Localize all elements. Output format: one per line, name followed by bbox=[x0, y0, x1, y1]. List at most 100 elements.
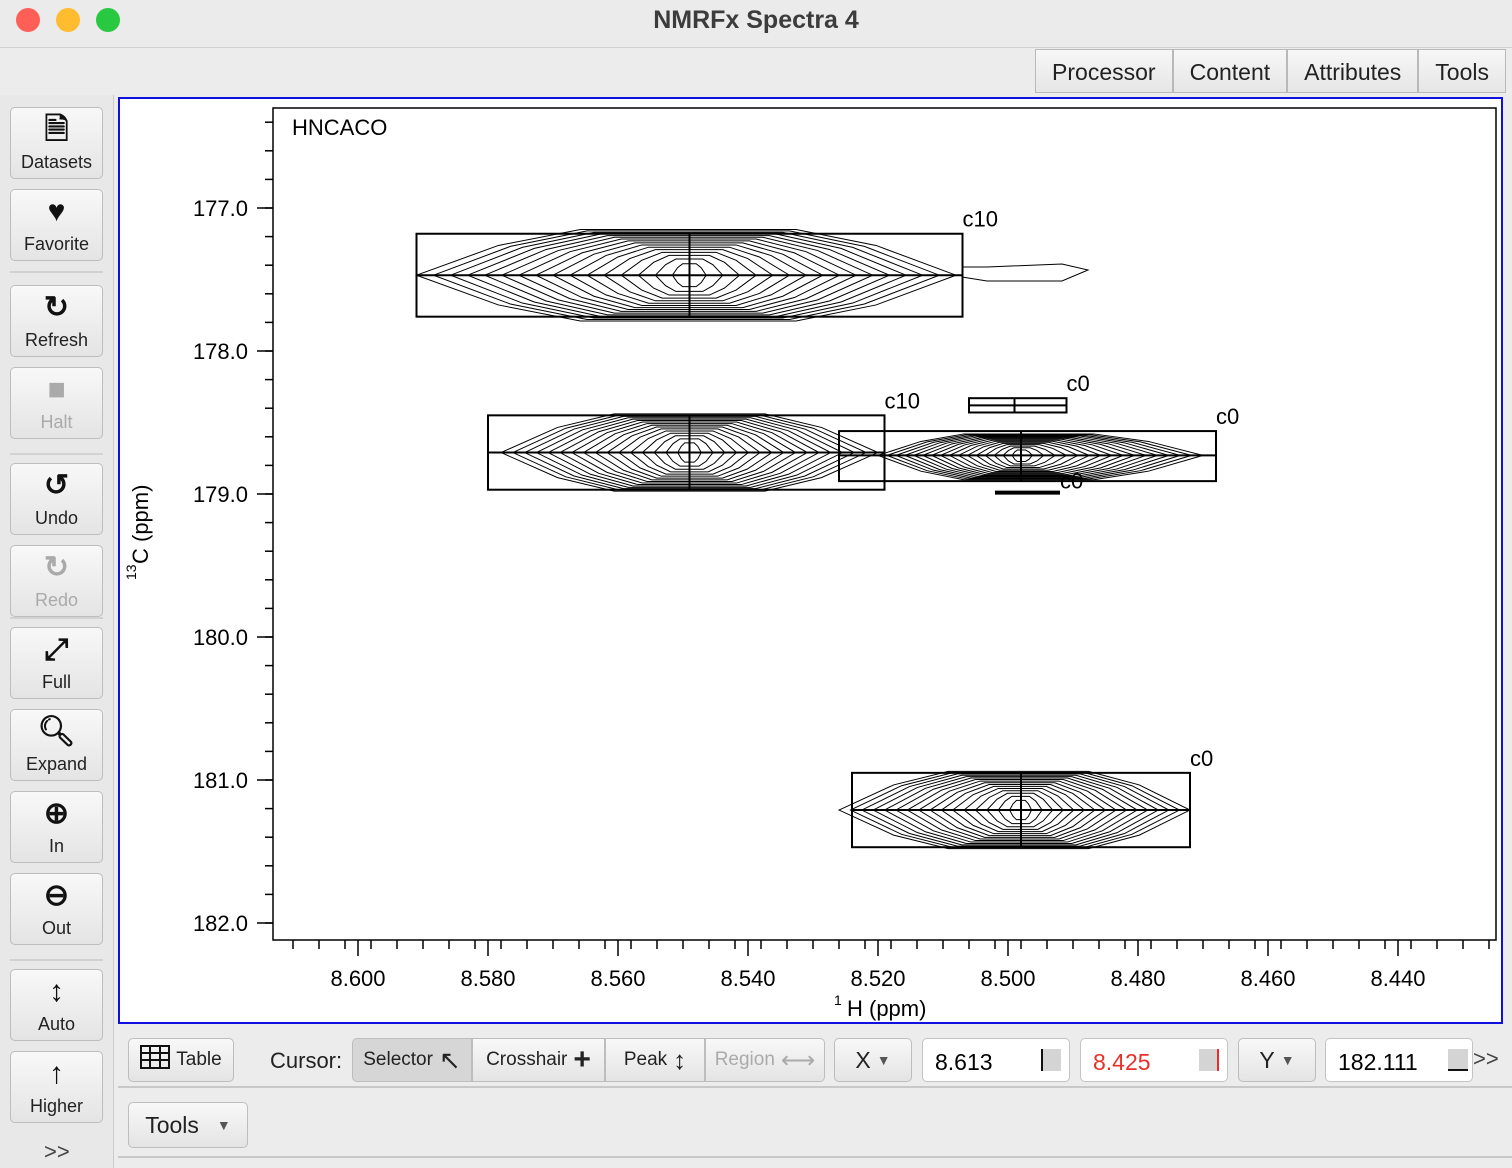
sidebar-item-in[interactable]: ⊕ In bbox=[10, 791, 103, 863]
tab-tools[interactable]: Tools bbox=[1418, 49, 1506, 93]
sidebar-item-label: In bbox=[48, 836, 64, 856]
selector-label: Selector bbox=[363, 1049, 433, 1070]
color-swatch[interactable] bbox=[1199, 1049, 1219, 1071]
divider bbox=[118, 1156, 1512, 1158]
x-tick-label: 8.500 bbox=[980, 966, 1035, 991]
sidebar-item-label: Out bbox=[41, 918, 71, 938]
spectrum-canvas[interactable]: HNCACO 8.600 8.580 8.560 8.540 8.520 8.500 8.48… bbox=[120, 99, 1501, 1022]
search-icon: 🔍︎ bbox=[37, 715, 76, 748]
expand-arrows-icon: ⤢ bbox=[44, 633, 69, 666]
sidebar-more-button[interactable]: >> bbox=[44, 1139, 70, 1164]
cursor-peak-button[interactable]: Peak ↕ bbox=[605, 1038, 705, 1082]
cursor-toolbar: Table Cursor: Selector ↖︎ Crosshair + Peak… bbox=[118, 1030, 1512, 1088]
sidebar-item-label: Halt bbox=[40, 412, 73, 432]
sidebar-item-higher[interactable]: ↑ Higher bbox=[10, 1051, 103, 1123]
tab-content[interactable]: Content bbox=[1172, 49, 1288, 93]
y-tick-label: 177.0 bbox=[193, 196, 248, 221]
sidebar-item-label: Redo bbox=[34, 590, 79, 610]
chevron-down-icon: ▼ bbox=[876, 1052, 891, 1068]
vertical-arrows-icon: ↕ bbox=[49, 975, 64, 1008]
divider bbox=[10, 617, 103, 619]
sidebar-item-datasets[interactable]: 🗎︎ Datasets bbox=[10, 107, 103, 179]
table-button[interactable]: Table bbox=[128, 1038, 234, 1082]
chevron-down-icon: ▼ bbox=[216, 1117, 231, 1133]
x-max-field[interactable]: 8.425 bbox=[1080, 1038, 1228, 1082]
arrow-up-icon: ↑ bbox=[49, 1057, 64, 1090]
file-icon: 🗎︎ bbox=[44, 113, 69, 146]
x-tick-label: 8.580 bbox=[460, 966, 515, 991]
sidebar-item-label: Auto bbox=[37, 1014, 76, 1034]
cursor-crosshair-button[interactable]: Crosshair + bbox=[472, 1038, 605, 1082]
x-tick-label: 8.440 bbox=[1370, 966, 1425, 991]
peak-label: c0 bbox=[1190, 746, 1213, 771]
y-value: 182.111 bbox=[1338, 1049, 1418, 1075]
divider bbox=[10, 959, 103, 961]
x-tick-label: 8.520 bbox=[850, 966, 905, 991]
vertical-arrow-icon: ↕ bbox=[673, 1044, 687, 1075]
sidebar-item-favorite[interactable]: ♥ Favorite bbox=[10, 189, 103, 261]
cursor-region-button[interactable]: Region ⟷ bbox=[705, 1038, 825, 1082]
x-tick-label: 8.560 bbox=[590, 966, 645, 991]
crosshair-label: Crosshair bbox=[486, 1049, 568, 1070]
region-label: Region bbox=[714, 1049, 775, 1070]
x-tick-label: 8.480 bbox=[1110, 966, 1165, 991]
tab-attributes[interactable]: Attributes bbox=[1287, 49, 1419, 93]
color-swatch[interactable] bbox=[1448, 1049, 1468, 1071]
divider bbox=[10, 453, 103, 455]
sidebar-item-label: Undo bbox=[34, 508, 79, 528]
y-tick-label: 179.0 bbox=[193, 482, 248, 507]
pointer-icon: ↖︎ bbox=[438, 1044, 461, 1075]
y-tick-label: 182.0 bbox=[193, 911, 248, 936]
sidebar-item-refresh[interactable]: ↻ Refresh bbox=[10, 285, 103, 357]
sidebar-item-full[interactable]: ⤢ Full bbox=[10, 627, 103, 699]
sidebar-item-undo[interactable]: ↺ Undo bbox=[10, 463, 103, 535]
y-value-field[interactable]: 182.111 bbox=[1325, 1038, 1473, 1082]
peak-label: c0 bbox=[1216, 404, 1239, 429]
peak-label: c10 bbox=[963, 207, 998, 232]
redo-icon: ↻ bbox=[43, 551, 70, 584]
x-max-value: 8.425 bbox=[1093, 1049, 1151, 1075]
x-min-value: 8.613 bbox=[935, 1049, 993, 1075]
sidebar-item-auto[interactable]: ↕ Auto bbox=[10, 969, 103, 1041]
y-tick-label: 181.0 bbox=[193, 768, 248, 793]
divider bbox=[10, 271, 103, 273]
tools-dropdown[interactable]: Tools ▼ bbox=[128, 1102, 248, 1148]
y-label-superscript: 13 bbox=[123, 564, 139, 580]
x-min-field[interactable]: 8.613 bbox=[922, 1038, 1070, 1082]
y-tick-label: 178.0 bbox=[193, 339, 248, 364]
tools-label: Tools bbox=[145, 1111, 199, 1138]
horizontal-arrow-icon: ⟷ bbox=[780, 1046, 816, 1074]
peak-label: c0 bbox=[1067, 371, 1090, 396]
y-axis-label: C (ppm) bbox=[128, 485, 153, 564]
spectrum-plot[interactable]: HNCACO 8.600 8.580 8.560 8.540 8.520 8.500 8.48… bbox=[118, 97, 1503, 1024]
cursor-selector-button[interactable]: Selector ↖︎ bbox=[352, 1038, 472, 1082]
y-axis-select[interactable]: Y ▼ bbox=[1238, 1038, 1316, 1082]
table-icon bbox=[140, 1045, 171, 1075]
x-axis-value: X bbox=[855, 1046, 871, 1073]
color-swatch[interactable] bbox=[1041, 1049, 1061, 1071]
sidebar-item-expand[interactable]: 🔍︎ Expand bbox=[10, 709, 103, 781]
x-label-superscript: 1 bbox=[834, 992, 842, 1008]
peak-label: Peak bbox=[623, 1049, 668, 1070]
sidebar-item-out[interactable]: ⊖ Out bbox=[10, 873, 103, 945]
minimize-button[interactable] bbox=[56, 8, 80, 32]
zoom-out-icon: ⊖ bbox=[43, 879, 70, 912]
table-label: Table bbox=[176, 1049, 222, 1070]
top-tabs: Processor Content Attributes Tools bbox=[1035, 49, 1506, 93]
maximize-button[interactable] bbox=[96, 8, 120, 32]
tab-processor[interactable]: Processor bbox=[1035, 49, 1173, 93]
x-axis-select[interactable]: X ▼ bbox=[834, 1038, 912, 1082]
sidebar-item-label: Favorite bbox=[23, 234, 90, 254]
sidebar-item-redo[interactable]: ↻ Redo bbox=[10, 545, 103, 617]
stop-icon: ■ bbox=[47, 373, 66, 406]
peak-label: c0 bbox=[1060, 469, 1083, 494]
sidebar-toolbar: 🗎︎ Datasets ♥ Favorite ↻ Refresh ■ Halt ↺ Undo ↻ Re… bbox=[0, 95, 114, 1168]
sidebar-item-label: Refresh bbox=[24, 330, 89, 350]
sidebar-item-label: Higher bbox=[29, 1096, 84, 1116]
plot-frame bbox=[272, 107, 1497, 941]
close-button[interactable] bbox=[16, 8, 40, 32]
heart-icon: ♥ bbox=[47, 195, 66, 228]
x-tick-label: 8.600 bbox=[330, 966, 385, 991]
sidebar-item-halt[interactable]: ■ Halt bbox=[10, 367, 103, 439]
overflow-button[interactable]: >> bbox=[1473, 1046, 1499, 1071]
